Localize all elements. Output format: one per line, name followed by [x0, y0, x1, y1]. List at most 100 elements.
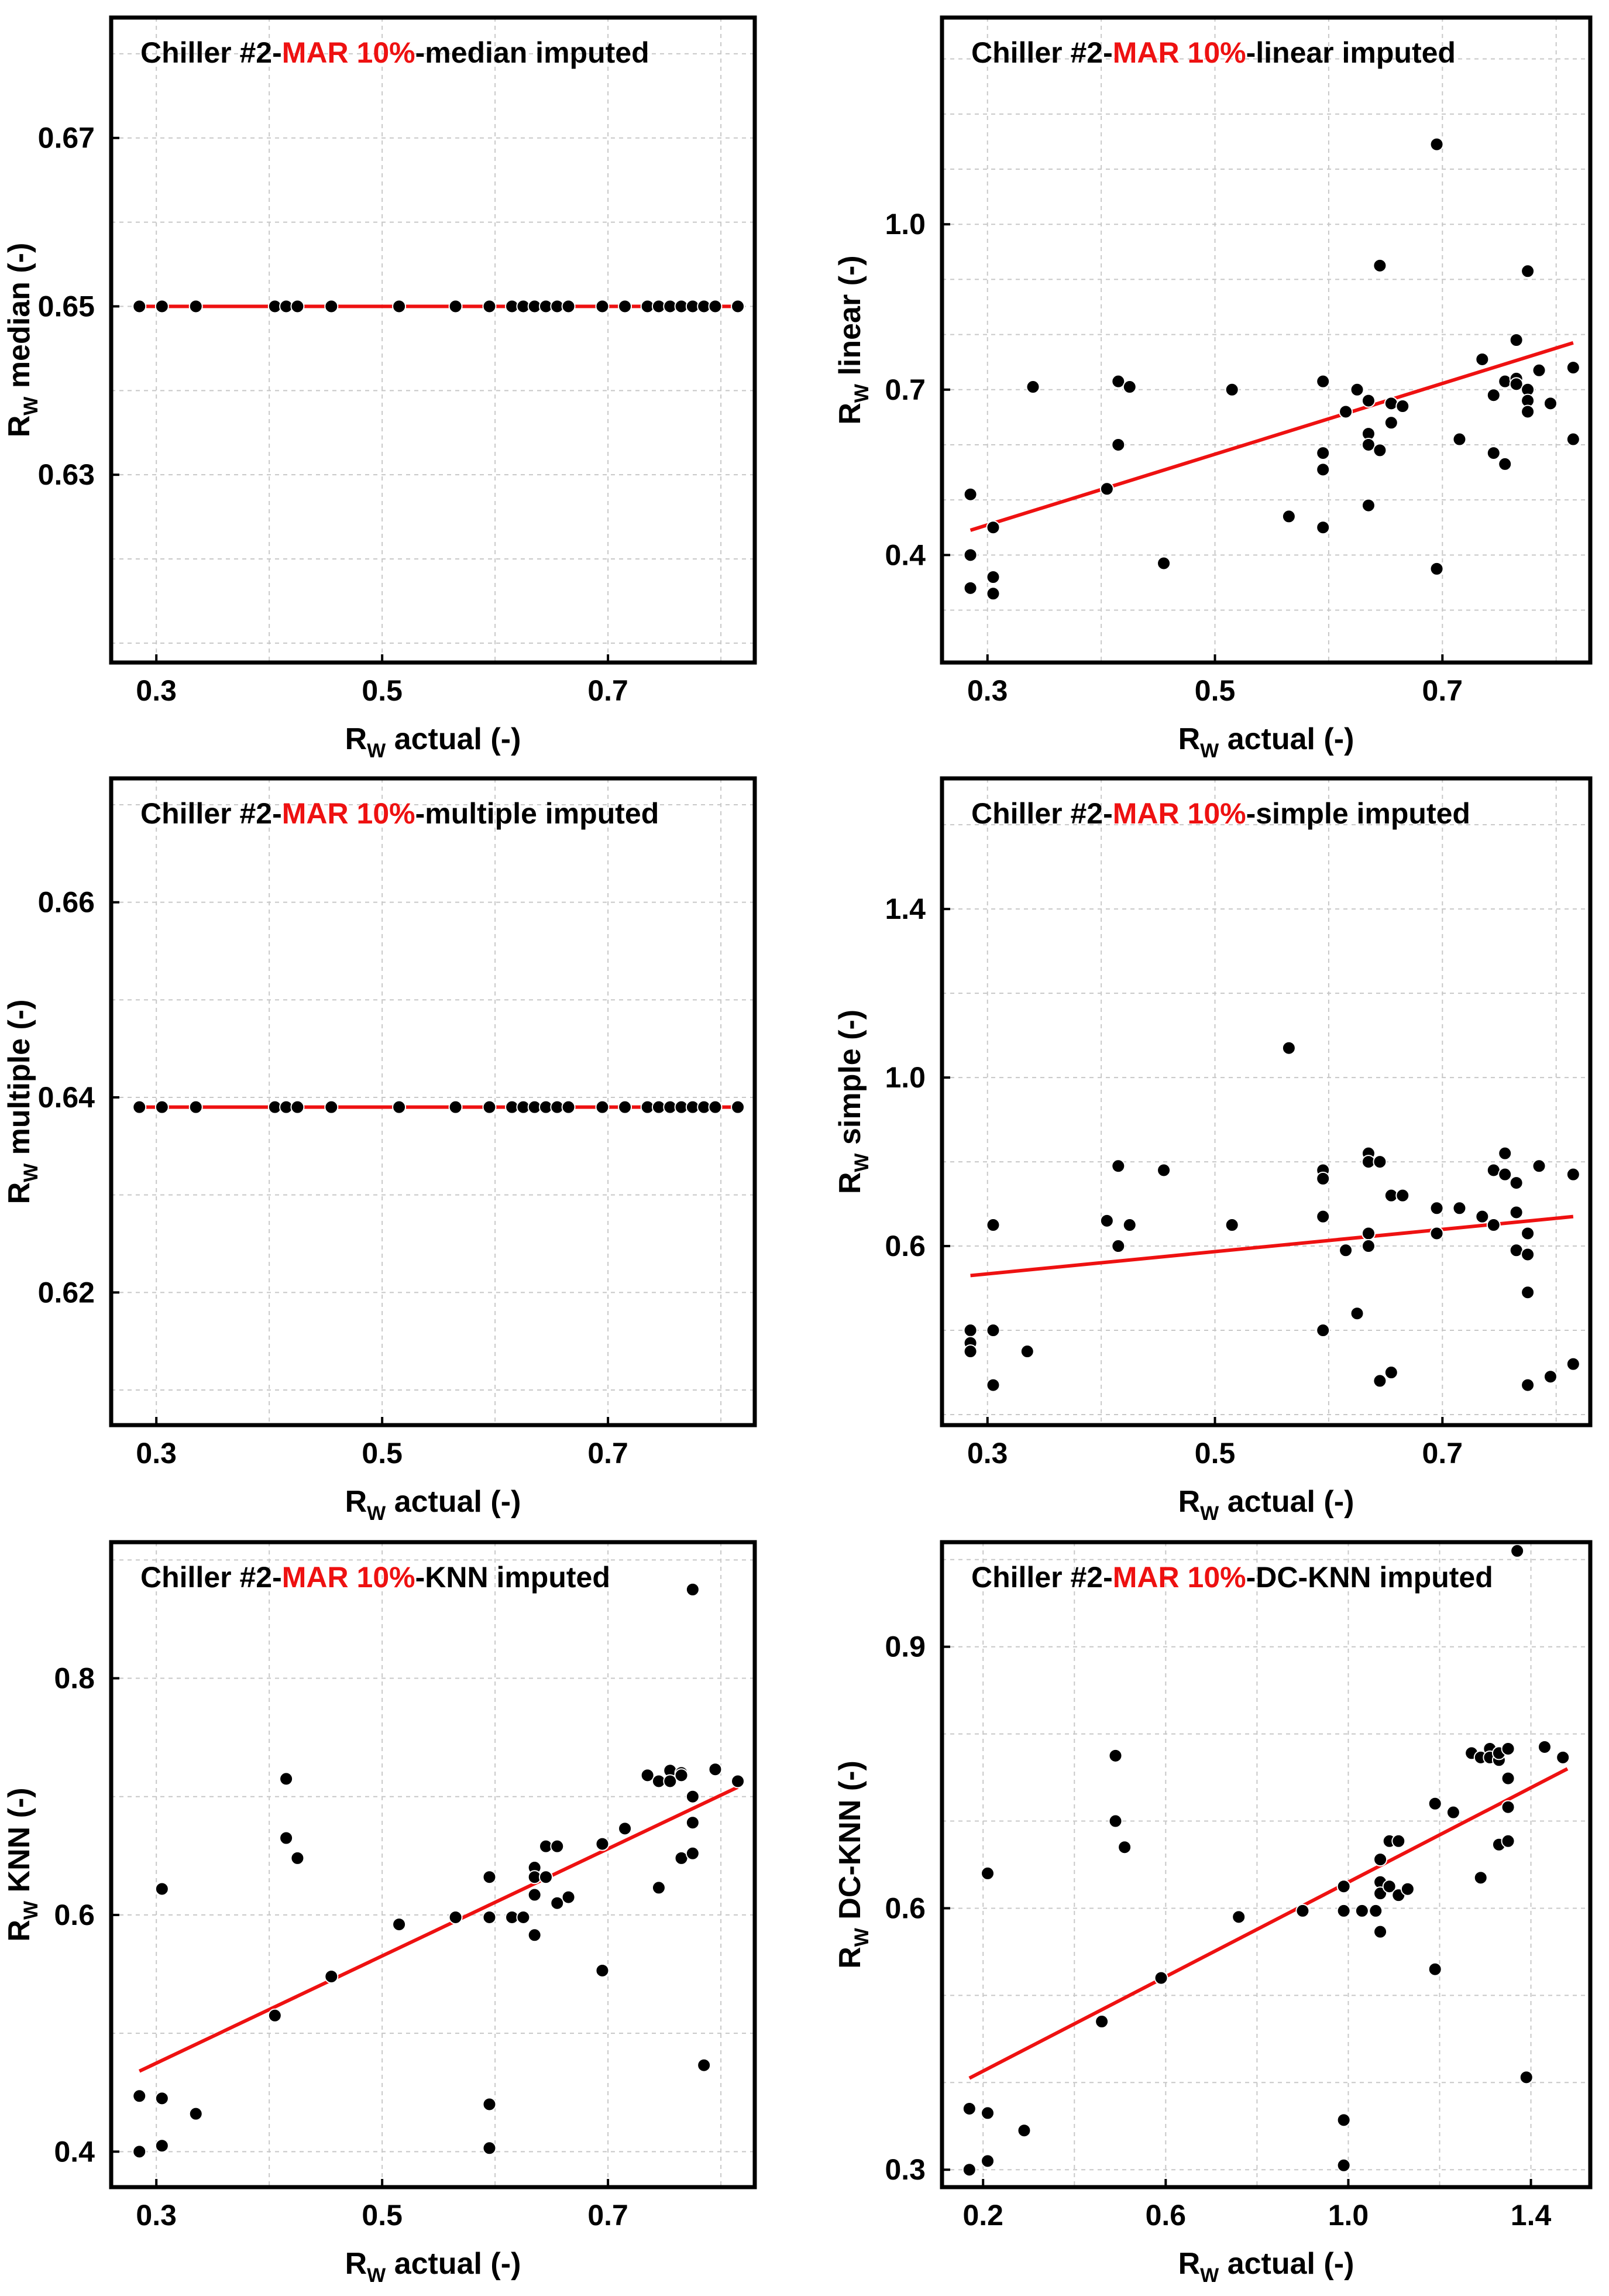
data-point [1521, 1226, 1535, 1241]
data-point [267, 2008, 282, 2023]
data-point [1428, 1796, 1442, 1811]
chart-title-highlight: MAR 10% [282, 797, 415, 830]
fit-line [968, 1767, 1569, 2080]
data-point [1519, 2070, 1534, 2085]
y-tick-label: 0.3 [885, 2153, 926, 2186]
y-axis-label-rest: multiple (-) [2, 1000, 36, 1164]
chart-title-prefix: Chiller #2- [971, 1561, 1113, 1594]
data-point [1509, 333, 1524, 347]
gridlines [942, 18, 1590, 663]
data-point [1361, 1239, 1376, 1254]
data-point [1350, 382, 1364, 397]
data-point [1486, 446, 1501, 461]
data-point [482, 1870, 497, 1885]
data-point [708, 1762, 723, 1777]
data-point [1316, 520, 1330, 535]
data-point [1382, 1879, 1397, 1894]
data-point [550, 1896, 565, 1910]
y-axis-label-subscript: W [20, 1163, 42, 1182]
data-point [1339, 1243, 1353, 1258]
data-point [708, 299, 723, 314]
data-point [448, 299, 463, 314]
y-tick-label: 0.4 [885, 538, 926, 571]
data-point [1316, 374, 1330, 389]
data-point [188, 299, 203, 314]
y-tick-label: 0.4 [54, 2135, 95, 2168]
data-point [132, 299, 147, 314]
fit-line [138, 1785, 739, 2073]
data-point [1350, 1306, 1364, 1321]
data-point [1429, 1226, 1444, 1241]
data-point [1521, 404, 1535, 419]
data-point [1384, 396, 1398, 411]
plot-frame [940, 15, 1593, 665]
data-point [1509, 1205, 1524, 1220]
chart-title-prefix: Chiller #2- [140, 36, 282, 69]
chart-title: Chiller #2-MAR 10%-DC-KNN imputed [971, 1561, 1493, 1594]
data-point [482, 2097, 497, 2112]
data-point [1154, 1971, 1168, 1985]
x-axis-label: RW actual (-) [345, 722, 521, 762]
y-tick-label: 1.4 [885, 893, 926, 925]
data-point [1486, 1218, 1501, 1233]
x-axis-label-main: R [1178, 722, 1201, 756]
data-points [132, 1582, 745, 2159]
data-point [1452, 432, 1467, 447]
data-point [1369, 1903, 1383, 1918]
data-point [1373, 258, 1387, 273]
data-point [1225, 1218, 1239, 1233]
gridlines [942, 1542, 1590, 2187]
data-point [1384, 1365, 1398, 1380]
data-point [963, 548, 978, 562]
data-point [963, 487, 978, 502]
x-axis-label-main: R [345, 2247, 367, 2281]
data-point [1336, 1879, 1351, 1894]
gridlines [942, 778, 1590, 1425]
data-point [1336, 2113, 1351, 2127]
x-tick-label: 0.3 [136, 2199, 177, 2232]
chart-title-highlight: MAR 10% [1113, 1561, 1246, 1594]
data-point [1429, 1201, 1444, 1216]
data-point [1316, 1171, 1330, 1186]
data-point [482, 299, 497, 314]
x-axis-label-main: R [1178, 2247, 1201, 2281]
data-point [1361, 498, 1376, 513]
chart-title-suffix: -DC-KNN imputed [1246, 1561, 1493, 1594]
chart-panel-6: 0.2 0.6 1.0 1.4 0.3 0.6 0.9 Chiller #2-MAR 10%-… [833, 1540, 1593, 2287]
x-tick-label: 0.3 [967, 1437, 1008, 1470]
x-axis-label-main: R [1178, 1485, 1201, 1519]
gridlines [111, 18, 755, 663]
chart-title-prefix: Chiller #2- [971, 797, 1113, 830]
data-point [981, 2154, 995, 2168]
chart-title-suffix: -linear imputed [1246, 36, 1456, 69]
data-point [1521, 1247, 1535, 1262]
data-point [986, 1218, 1001, 1233]
x-axis-label: RW actual (-) [345, 2247, 521, 2287]
data-point [1566, 432, 1580, 447]
y-axis-label-main: R [833, 403, 867, 425]
data-point [290, 1851, 305, 1865]
y-axis-label-rest: simple (-) [833, 1010, 867, 1154]
chart-title-highlight: MAR 10% [282, 36, 415, 69]
plot-frame [940, 776, 1593, 1427]
data-point [1336, 1903, 1351, 1918]
chart-title-suffix: -simple imputed [1246, 797, 1470, 830]
gridlines [111, 1542, 755, 2187]
data-point [279, 1831, 294, 1845]
data-points [132, 299, 745, 314]
y-axis-label-main: R [833, 1947, 867, 1969]
data-point [618, 1100, 632, 1114]
x-axis-label-subscript: W [1200, 1502, 1219, 1525]
x-axis-label-subscript: W [367, 2264, 386, 2287]
data-point [1111, 374, 1126, 389]
y-tick-label: 0.7 [885, 373, 926, 406]
data-point [132, 1100, 147, 1114]
data-point [1543, 1370, 1558, 1384]
data-point [1373, 1155, 1387, 1169]
chart-panel-1: 0.3 0.5 0.7 0.63 0.65 0.67 Chiller #2-MAR 10%-… [2, 15, 757, 762]
data-point [1498, 1167, 1512, 1182]
y-axis-label-rest: linear (-) [833, 255, 867, 384]
data-point [482, 1100, 497, 1114]
y-tick-label: 0.6 [885, 1892, 926, 1924]
data-point [1566, 361, 1580, 375]
